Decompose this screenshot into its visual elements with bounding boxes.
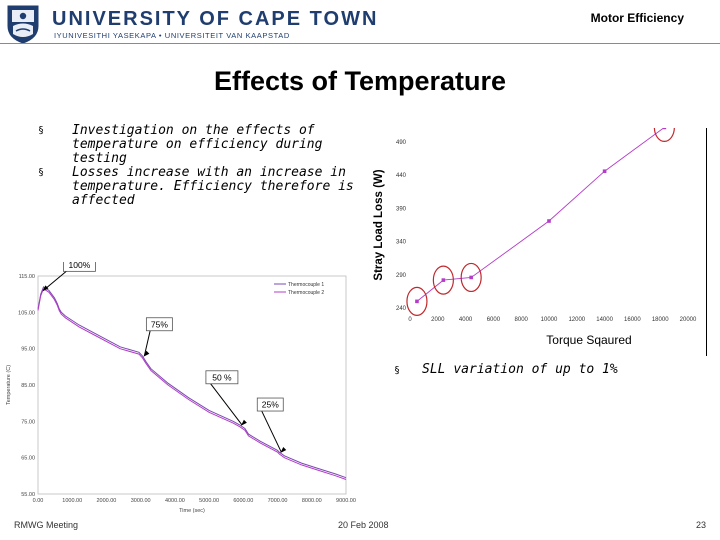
y-tick-label: 440 bbox=[396, 173, 407, 179]
x-tick-label: 2000.00 bbox=[96, 498, 116, 504]
slide-title: Effects of Temperature bbox=[213, 66, 507, 96]
x-tick-label: 12000 bbox=[568, 317, 585, 323]
bullet-marker: § bbox=[394, 365, 401, 376]
y-tick-label: 390 bbox=[396, 206, 407, 212]
university-name: UNIVERSITY OF CAPE TOWN bbox=[52, 8, 379, 30]
series-line bbox=[37, 287, 347, 480]
annotation-callout: 75% bbox=[143, 317, 173, 357]
y-axis-label: Stray Load Loss (W) bbox=[373, 169, 385, 280]
data-point bbox=[547, 219, 551, 223]
highlight-circle bbox=[653, 128, 675, 142]
header-divider bbox=[0, 43, 720, 44]
x-tick-label: 4000.00 bbox=[165, 498, 185, 504]
bullet-marker: § bbox=[38, 167, 45, 178]
annotation-callout: 100% bbox=[42, 262, 96, 292]
bullet-item: § Investigation on the effects of temper… bbox=[36, 124, 356, 166]
callout-label: 50 % bbox=[212, 372, 232, 382]
annotation-callout: 50 % bbox=[205, 370, 247, 426]
x-tick-label: 6000 bbox=[487, 317, 501, 323]
bullet-text: Losses increase with an increase in temp… bbox=[72, 165, 354, 208]
y-tick-label: 55.00 bbox=[21, 492, 35, 498]
legend-label: Thermocouple 1 bbox=[288, 282, 324, 288]
callout-box bbox=[205, 370, 239, 385]
plot-area bbox=[37, 275, 347, 495]
annotation-callout: 25% bbox=[256, 397, 287, 454]
x-axis-label: Torque Sqaured bbox=[546, 333, 631, 347]
sll-variation-text: SLL variation of up to 1% bbox=[422, 362, 618, 377]
callout-label: 75% bbox=[151, 319, 168, 329]
y-tick-label: 490 bbox=[396, 140, 407, 146]
temperature-chart: 55.00 65.00 75.00 85.00 95.00 105.00 115.00 0.0… bbox=[6, 262, 356, 514]
callout-box bbox=[145, 317, 173, 332]
callout-arrow-line bbox=[43, 269, 68, 291]
x-tick-label: 18000 bbox=[652, 317, 669, 323]
sll-variation-note: § SLL variation of up to 1% bbox=[394, 362, 618, 377]
callout-label: 25% bbox=[262, 400, 279, 410]
y-tick-label: 290 bbox=[396, 273, 407, 279]
x-tick-label: 5000.00 bbox=[199, 498, 219, 504]
x-tick-label: 14000 bbox=[596, 317, 613, 323]
x-tick-label: 20000 bbox=[680, 317, 697, 323]
highlight-circle bbox=[406, 286, 428, 316]
x-tick-label: 8000.00 bbox=[302, 498, 322, 504]
y-tick-label: 75.00 bbox=[21, 419, 35, 425]
footer-meeting: RMWG Meeting bbox=[14, 520, 79, 530]
data-point bbox=[662, 128, 667, 130]
stray-load-loss-chart: 240 290 340 390 440 490 0 2000 4000 6000 8000 10000… bbox=[373, 128, 697, 347]
callout-label: 100% bbox=[69, 262, 91, 270]
x-tick-label: 6000.00 bbox=[233, 498, 253, 504]
data-point bbox=[415, 299, 419, 304]
callout-arrow-head bbox=[42, 285, 49, 292]
x-tick-label: 0.00 bbox=[33, 498, 44, 504]
x-tick-label: 2000 bbox=[431, 317, 445, 323]
y-tick-label: 95.00 bbox=[21, 347, 35, 353]
bullet-item: § Losses increase with an increase in te… bbox=[36, 166, 356, 208]
bullet-text: Investigation on the effects of temperat… bbox=[72, 123, 323, 166]
y-tick-label: 115.00 bbox=[19, 274, 35, 280]
callout-arrow-line bbox=[209, 382, 243, 426]
y-tick-label: 105.00 bbox=[18, 310, 35, 316]
footer-page-number: 23 bbox=[695, 520, 706, 530]
callout-arrow-head bbox=[280, 447, 287, 454]
y-tick-label: 65.00 bbox=[21, 456, 35, 462]
x-tick-label: 4000 bbox=[459, 317, 473, 323]
y-tick-label: 240 bbox=[396, 306, 407, 312]
x-axis-label: Time (sec) bbox=[179, 508, 205, 514]
x-tick-label: 1000.00 bbox=[62, 498, 82, 504]
bullet-marker: § bbox=[38, 125, 45, 136]
callout-arrow-head bbox=[143, 350, 150, 357]
footer-date: 20 Feb 2008 bbox=[338, 520, 389, 530]
y-axis-label: Temperature (C) bbox=[6, 365, 12, 405]
x-tick-label: 10000 bbox=[541, 317, 558, 323]
x-tick-label: 3000.00 bbox=[131, 498, 151, 504]
legend-label: Thermocouple 2 bbox=[288, 290, 324, 296]
callout-box bbox=[63, 262, 96, 272]
data-point bbox=[441, 278, 446, 282]
data-point bbox=[602, 169, 607, 174]
y-tick-label: 85.00 bbox=[21, 383, 35, 389]
university-crest-icon bbox=[7, 5, 39, 44]
university-subtitle: IYUNIVESITHI YASEKAPA • UNIVERSITEIT VAN… bbox=[54, 31, 290, 40]
x-tick-label: 16000 bbox=[624, 317, 641, 323]
bullet-list: § Investigation on the effects of temper… bbox=[36, 124, 356, 208]
y-tick-label: 340 bbox=[396, 240, 407, 246]
series-line bbox=[416, 128, 665, 302]
x-tick-label: 8000 bbox=[515, 317, 529, 323]
x-tick-label: 0 bbox=[408, 317, 412, 323]
series-line bbox=[37, 286, 347, 479]
x-tick-label: 9000.00 bbox=[336, 498, 356, 504]
callout-box bbox=[256, 397, 284, 412]
callout-arrow-line bbox=[260, 409, 282, 453]
x-tick-label: 7000.00 bbox=[268, 498, 288, 504]
chart-border bbox=[706, 128, 707, 356]
highlight-circle bbox=[460, 262, 482, 293]
callout-arrow-line bbox=[143, 329, 151, 356]
section-title: Motor Efficiency bbox=[590, 11, 684, 25]
highlight-circle bbox=[432, 265, 454, 295]
data-point bbox=[469, 275, 473, 280]
callout-arrow-head bbox=[240, 419, 247, 426]
